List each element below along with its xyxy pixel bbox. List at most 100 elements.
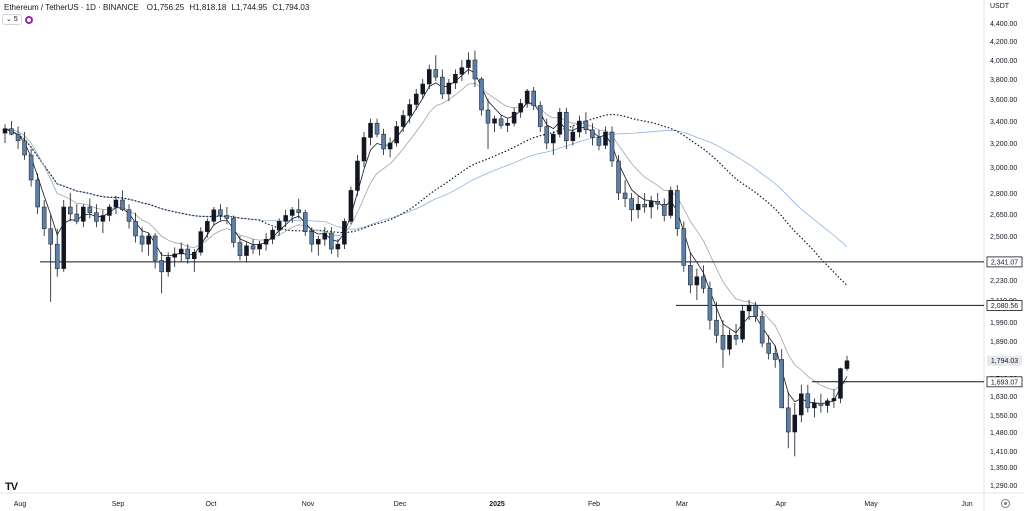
- price-tick-label: 3,400.00: [990, 119, 1017, 126]
- level-price-tag: [986, 256, 1023, 268]
- candle-body: [792, 414, 798, 433]
- candle-body: [799, 393, 804, 416]
- candle-body: [701, 276, 706, 289]
- candle-body: [616, 160, 621, 194]
- candle-body: [524, 90, 530, 104]
- candle-body: [133, 221, 138, 237]
- price-tick-label: 1,350.00: [990, 465, 1017, 472]
- low-value: L1,744.95: [231, 3, 268, 12]
- level-price-label: 1,693.07: [991, 379, 1018, 386]
- time-tick-label: Feb: [588, 501, 600, 508]
- price-tick-label: 1,480.00: [990, 430, 1017, 437]
- candle-body: [779, 359, 785, 409]
- candle-body: [635, 203, 641, 211]
- candle-body: [192, 252, 197, 260]
- candle-body: [316, 239, 321, 245]
- price-tick-label: 3,200.00: [990, 141, 1017, 148]
- candle-body: [812, 402, 817, 409]
- candle-body: [831, 398, 837, 401]
- last-price-label: 1,794.03: [991, 358, 1018, 365]
- candle-body: [231, 218, 236, 243]
- candle-body: [609, 131, 615, 162]
- indicator-row: ⌄ 5: [2, 14, 33, 25]
- time-tick-label: Nov: [302, 501, 315, 508]
- candle-body: [120, 199, 125, 211]
- time-tick-label: Jun: [961, 501, 972, 508]
- candle-body: [35, 179, 40, 208]
- price-tick-label: 4,000.00: [990, 58, 1017, 65]
- time-tick-label: Sep: [112, 501, 125, 508]
- candle-body: [583, 120, 589, 131]
- candle-body: [707, 288, 713, 321]
- candle-body: [335, 243, 341, 250]
- candle-body: [348, 190, 354, 222]
- candle-body: [94, 212, 99, 222]
- candle-body: [178, 248, 184, 255]
- time-tick-label: Mar: [676, 501, 689, 508]
- price-tick-label: 2,800.00: [990, 191, 1017, 198]
- candle-body: [733, 335, 739, 340]
- ema-slow-line: [4, 82, 848, 391]
- candle-body: [381, 133, 386, 150]
- indicators-toggle-button[interactable]: ⌄ 5: [2, 14, 22, 25]
- candle-body: [329, 232, 334, 250]
- candle-body: [818, 402, 824, 406]
- indicator-eye-icon[interactable]: [24, 15, 33, 24]
- last-price-tag: [987, 355, 1022, 366]
- open-value: O1,756.25: [146, 3, 185, 12]
- ema-fast-line: [4, 68, 848, 405]
- level-price-label: 2,341.07: [991, 259, 1018, 266]
- candle-body: [785, 407, 791, 433]
- candle-body: [361, 137, 367, 162]
- candle-body: [74, 213, 80, 222]
- candle-body: [289, 209, 295, 216]
- candle-body: [472, 59, 478, 80]
- candle-body: [498, 118, 504, 126]
- candle-body: [139, 235, 145, 245]
- candle-body: [753, 305, 758, 317]
- candle-body: [309, 231, 315, 245]
- candle-body: [681, 228, 687, 266]
- time-tick-label: May: [864, 501, 878, 508]
- candle-body: [9, 128, 14, 135]
- candle-body: [237, 242, 243, 256]
- candle-body: [113, 199, 119, 208]
- candle-body: [648, 201, 654, 208]
- candle-body: [629, 198, 634, 211]
- candle-body: [400, 115, 406, 127]
- candle-body: [185, 248, 191, 260]
- time-tick-label: Aug: [14, 501, 27, 508]
- candle-body: [413, 93, 419, 105]
- candle-body: [420, 83, 426, 95]
- candle-body: [661, 203, 667, 216]
- candle-body: [459, 67, 465, 75]
- price-tick-label: 3,600.00: [990, 97, 1017, 104]
- candle-body: [466, 59, 471, 68]
- price-tick-label: 1,290.00: [990, 483, 1017, 490]
- candle-body: [224, 215, 230, 219]
- candle-body: [270, 229, 275, 240]
- symbol-title[interactable]: Ethereum / TetherUS · 1D · BINANCE: [4, 3, 139, 12]
- candle-body: [28, 154, 34, 181]
- candle-body: [675, 190, 680, 229]
- candle-body: [446, 82, 452, 95]
- currency-label[interactable]: USDT: [990, 3, 1010, 10]
- candle-body: [61, 206, 67, 269]
- candle-body: [772, 353, 778, 360]
- settings-icon[interactable]: [1001, 499, 1010, 508]
- price-tick-label: 1,630.00: [990, 394, 1017, 401]
- candle-body: [41, 206, 47, 229]
- candle-body: [355, 160, 360, 191]
- candle-body: [511, 111, 517, 124]
- candle-body: [453, 74, 458, 84]
- candle-body: [48, 228, 53, 245]
- candle-body: [152, 235, 158, 261]
- price-tick-label: 4,400.00: [990, 21, 1017, 28]
- candle-body: [296, 209, 301, 213]
- candle-body: [557, 111, 563, 135]
- candle-body: [590, 129, 595, 138]
- candle-body: [146, 235, 151, 245]
- candle-body: [426, 69, 432, 85]
- tradingview-logo[interactable]: TV: [5, 481, 18, 493]
